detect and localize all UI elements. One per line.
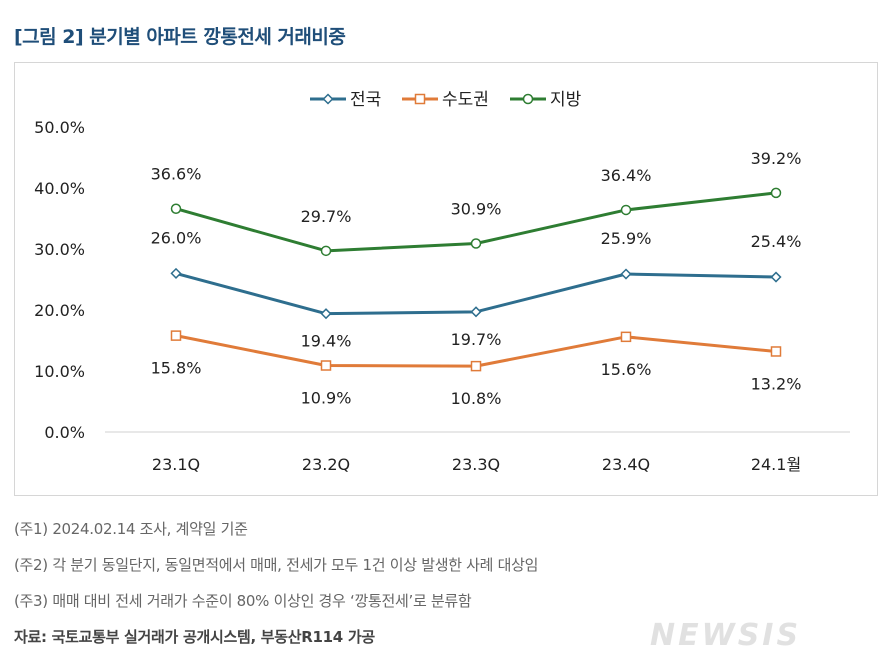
regional-point: [470, 238, 482, 249]
legend-capital-marker: [414, 93, 426, 105]
capital-data-label: 10.9%: [301, 389, 352, 408]
regional-data-label: 30.9%: [451, 200, 502, 219]
capital-data-label: 15.8%: [151, 359, 202, 378]
capital-point: [770, 346, 782, 357]
legend-regional-label: 지방: [550, 90, 582, 110]
regional-point: [770, 187, 782, 199]
y-tick-label: 40.0%: [34, 179, 85, 198]
capital-point: [320, 360, 332, 371]
regional-data-label: 36.6%: [151, 165, 202, 184]
note-3: (주3) 매매 대비 전세 거래가 수준이 80% 이상인 경우 ‘깡통전세’로…: [14, 592, 472, 610]
y-tick-label: 10.0%: [34, 362, 85, 381]
regional-point: [170, 203, 182, 214]
note-2: (주2) 각 분기 동일단지, 동일면적에서 매매, 전세가 모두 1건 이상 …: [14, 556, 539, 574]
national-data-label: 26.0%: [151, 228, 202, 247]
regional-point: [320, 245, 332, 257]
chart-frame: [14, 62, 878, 496]
line-chart: 0.0% 10.0% 20.0% 30.0% 40.0% 50.0% 23.1Q 23.2Q 2…: [34, 90, 850, 474]
national-point: [170, 267, 182, 279]
x-tick-label: 23.3Q: [452, 455, 500, 474]
legend-regional-marker: [522, 93, 534, 105]
y-tick-label: 50.0%: [34, 118, 85, 137]
x-tick-label: 23.1Q: [152, 455, 200, 474]
national-point: [320, 308, 332, 320]
x-tick-label: 24.1월: [751, 455, 801, 474]
y-tick-label: 20.0%: [34, 301, 85, 320]
capital-data-label: 13.2%: [751, 374, 802, 393]
watermark-logo: NEWSIS: [650, 618, 802, 653]
legend-national-marker: [322, 93, 334, 105]
regional-data-label: 29.7%: [301, 207, 352, 226]
national-point: [470, 306, 482, 318]
national-point: [620, 268, 632, 280]
national-point: [770, 271, 782, 283]
capital-data-label: 15.6%: [601, 360, 652, 379]
regional-point: [620, 204, 632, 216]
figure-title: [그림 2] 분기별 아파트 깡통전세 거래비중: [14, 26, 346, 48]
capital-point: [170, 330, 182, 341]
y-tick-label: 0.0%: [44, 423, 85, 442]
national-data-label: 25.4%: [751, 232, 802, 251]
note-1: (주1) 2024.02.14 조사, 계약일 기준: [14, 520, 248, 538]
legend-capital-label: 수도권: [442, 90, 489, 110]
x-tick-label: 23.4Q: [602, 455, 650, 474]
regional-data-label: 39.2%: [751, 149, 802, 168]
source-text: 자료: 국토교통부 실거래가 공개시스템, 부동산R114 가공: [14, 628, 375, 646]
x-tick-label: 23.2Q: [302, 455, 350, 474]
y-tick-label: 30.0%: [34, 240, 85, 259]
national-data-label: 19.7%: [451, 330, 502, 349]
capital-point: [470, 360, 482, 372]
capital-point: [620, 331, 632, 343]
legend-national-label: 전국: [350, 90, 381, 110]
capital-data-label: 10.8%: [451, 389, 502, 408]
national-data-label: 19.4%: [301, 332, 352, 351]
national-data-label: 25.9%: [601, 229, 652, 248]
regional-data-label: 36.4%: [601, 166, 652, 185]
